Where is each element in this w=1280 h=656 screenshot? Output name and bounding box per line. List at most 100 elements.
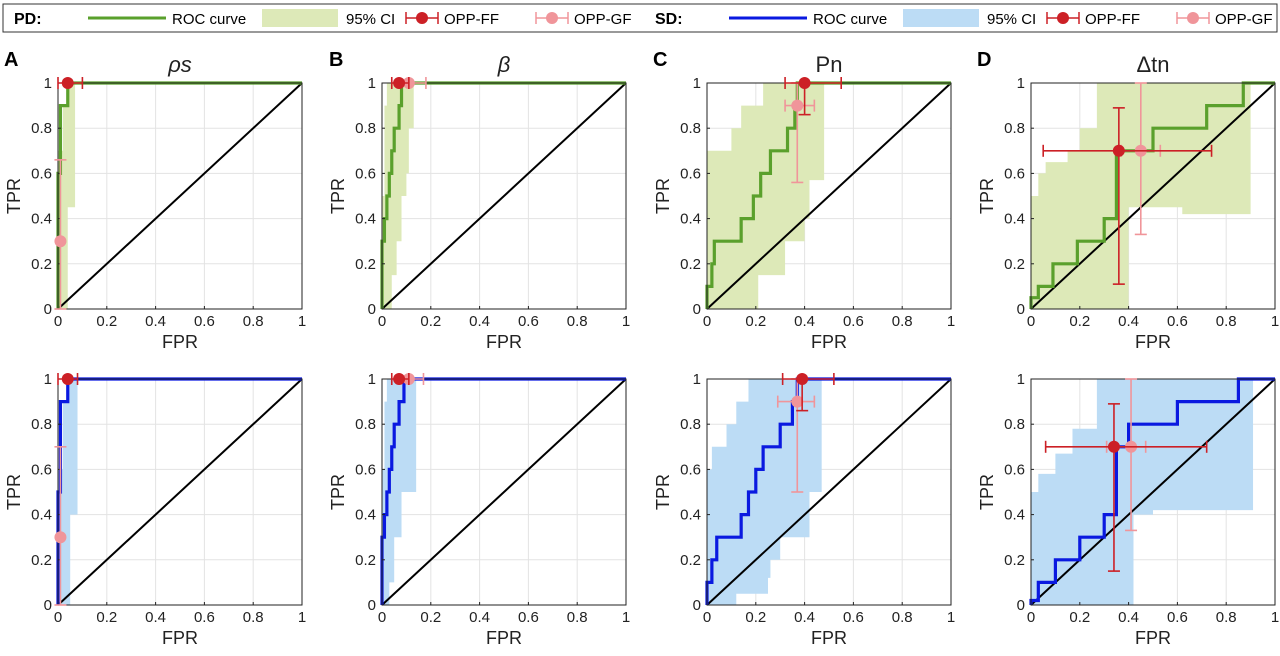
opp-ff-marker [393, 373, 406, 385]
y-axis-label: TPR [4, 474, 24, 510]
y-tick-label: 0.6 [1004, 461, 1025, 478]
panel-title: Pn [816, 52, 843, 77]
x-tick-label: 0.8 [1216, 313, 1237, 330]
y-tick-label: 0.4 [1004, 507, 1025, 524]
x-tick-label: 0.8 [892, 609, 913, 626]
x-tick-label: 0 [703, 313, 711, 330]
x-axis-label: FPR [162, 628, 198, 648]
x-tick-label: 0.6 [843, 609, 864, 626]
y-tick-label: 0.4 [31, 507, 52, 524]
x-tick-label: 0.8 [243, 313, 264, 330]
x-tick-label: 0 [378, 313, 386, 330]
y-tick-label: 1 [368, 371, 376, 388]
plot-A-PD: 00 0.2 0.2 0.4 0.4 0.6 0.6 0.8 0.8 1 1 FPR TPR [4, 75, 306, 352]
roc-curve [705, 377, 951, 605]
y-axis-label: TPR [328, 178, 348, 214]
panel-letter: B [329, 49, 343, 71]
chance-line [706, 82, 952, 310]
y-tick-label: 0.2 [31, 256, 52, 273]
opp-ff-marker [796, 373, 809, 385]
panel-title: β [497, 52, 511, 77]
y-tick-label: 1 [44, 75, 52, 92]
legend-ff-marker [416, 12, 428, 24]
x-tick-label: 1 [947, 609, 955, 626]
x-axis-label: FPR [1135, 332, 1171, 352]
y-tick-label: 0 [1017, 301, 1025, 318]
y-tick-label: 0.8 [1004, 120, 1025, 137]
y-tick-label: 0.8 [355, 120, 376, 137]
y-tick-label: 0.2 [1004, 256, 1025, 273]
x-tick-label: 1 [1271, 609, 1279, 626]
legend-group-label: PD: [14, 11, 42, 28]
legend-ci-patch [262, 9, 338, 27]
y-tick-label: 0.6 [680, 165, 701, 182]
legend-roc-label: ROC curve [813, 11, 887, 28]
x-tick-label: 0.8 [567, 609, 588, 626]
y-axis-label: TPR [328, 474, 348, 510]
legend-gf-label: OPP-GF [574, 11, 632, 28]
x-axis-label: FPR [486, 332, 522, 352]
x-tick-label: 0 [703, 609, 711, 626]
ci-band [382, 379, 626, 605]
y-tick-label: 0.8 [680, 120, 701, 137]
chance-line [381, 378, 627, 606]
x-tick-label: 0.8 [243, 609, 264, 626]
panel-letter: C [653, 49, 667, 71]
plot-C-SD: 00 0.2 0.2 0.4 0.4 0.6 0.6 0.8 0.8 1 1 FPR TPR [653, 371, 955, 648]
x-tick-label: 0.8 [1216, 609, 1237, 626]
y-tick-label: 0 [368, 301, 376, 318]
y-tick-label: 0.4 [1004, 211, 1025, 228]
x-tick-label: 0.4 [794, 313, 815, 330]
y-axis-label: TPR [4, 178, 24, 214]
x-tick-label: 0.2 [96, 313, 117, 330]
y-tick-label: 1 [693, 75, 701, 92]
y-tick-label: 0.6 [31, 461, 52, 478]
legend-ff-marker [1057, 12, 1069, 24]
x-tick-label: 0.4 [145, 313, 166, 330]
x-tick-label: 0 [54, 313, 62, 330]
plot-C-PD: 00 0.2 0.2 0.4 0.4 0.6 0.6 0.8 0.8 1 1 FPR TPR [653, 75, 955, 352]
x-tick-label: 0 [1027, 609, 1035, 626]
x-tick-label: 0.6 [1167, 313, 1188, 330]
opp-ff-marker [393, 77, 406, 89]
legend-roc-label: ROC curve [172, 11, 246, 28]
roc-curve [380, 81, 626, 309]
y-axis-label: TPR [653, 178, 673, 214]
y-axis-label: TPR [653, 474, 673, 510]
chance-line [57, 378, 303, 606]
x-axis-label: FPR [1135, 628, 1171, 648]
panel-letter: D [977, 49, 991, 71]
legend: PD: ROC curve 95% CI OPP-FF OPP-GF SD: ROC cur… [2, 3, 1278, 33]
opp-ff-marker [798, 77, 811, 89]
x-axis-label: FPR [162, 332, 198, 352]
x-tick-label: 0.4 [469, 313, 490, 330]
x-tick-label: 1 [947, 313, 955, 330]
x-tick-label: 0.6 [843, 313, 864, 330]
plot-B-SD: 00 0.2 0.2 0.4 0.4 0.6 0.6 0.8 0.8 1 1 FPR TPR [328, 371, 630, 648]
y-tick-label: 1 [1017, 75, 1025, 92]
x-tick-label: 0 [378, 609, 386, 626]
x-tick-label: 0.4 [1118, 313, 1139, 330]
y-tick-label: 1 [693, 371, 701, 388]
plot-A-SD: 00 0.2 0.2 0.4 0.4 0.6 0.6 0.8 0.8 1 1 FPR TPR [4, 371, 306, 648]
x-tick-label: 0.4 [469, 609, 490, 626]
opp-gf-marker [54, 235, 67, 248]
plot-D-SD: 00 0.2 0.2 0.4 0.4 0.6 0.6 0.8 0.8 1 1 FPR TPR [977, 371, 1279, 648]
panel-letter: A [4, 49, 18, 71]
opp-ff-marker [61, 77, 74, 89]
ci-band [382, 83, 626, 309]
y-tick-label: 0.6 [355, 165, 376, 182]
panel-title: ρs [167, 52, 192, 77]
legend-gf-label: OPP-GF [1215, 11, 1273, 28]
y-tick-label: 0.6 [1004, 165, 1025, 182]
y-axis-label: TPR [977, 178, 997, 214]
legend-ci-patch [903, 9, 979, 27]
legend-ff-label: OPP-FF [1085, 11, 1140, 28]
y-tick-label: 0.8 [355, 416, 376, 433]
x-tick-label: 0.4 [1118, 609, 1139, 626]
roc-curve [380, 377, 626, 605]
axes-box [1030, 82, 1276, 310]
x-tick-label: 1 [298, 313, 306, 330]
y-tick-label: 0 [368, 597, 376, 614]
chance-line [1030, 82, 1276, 310]
